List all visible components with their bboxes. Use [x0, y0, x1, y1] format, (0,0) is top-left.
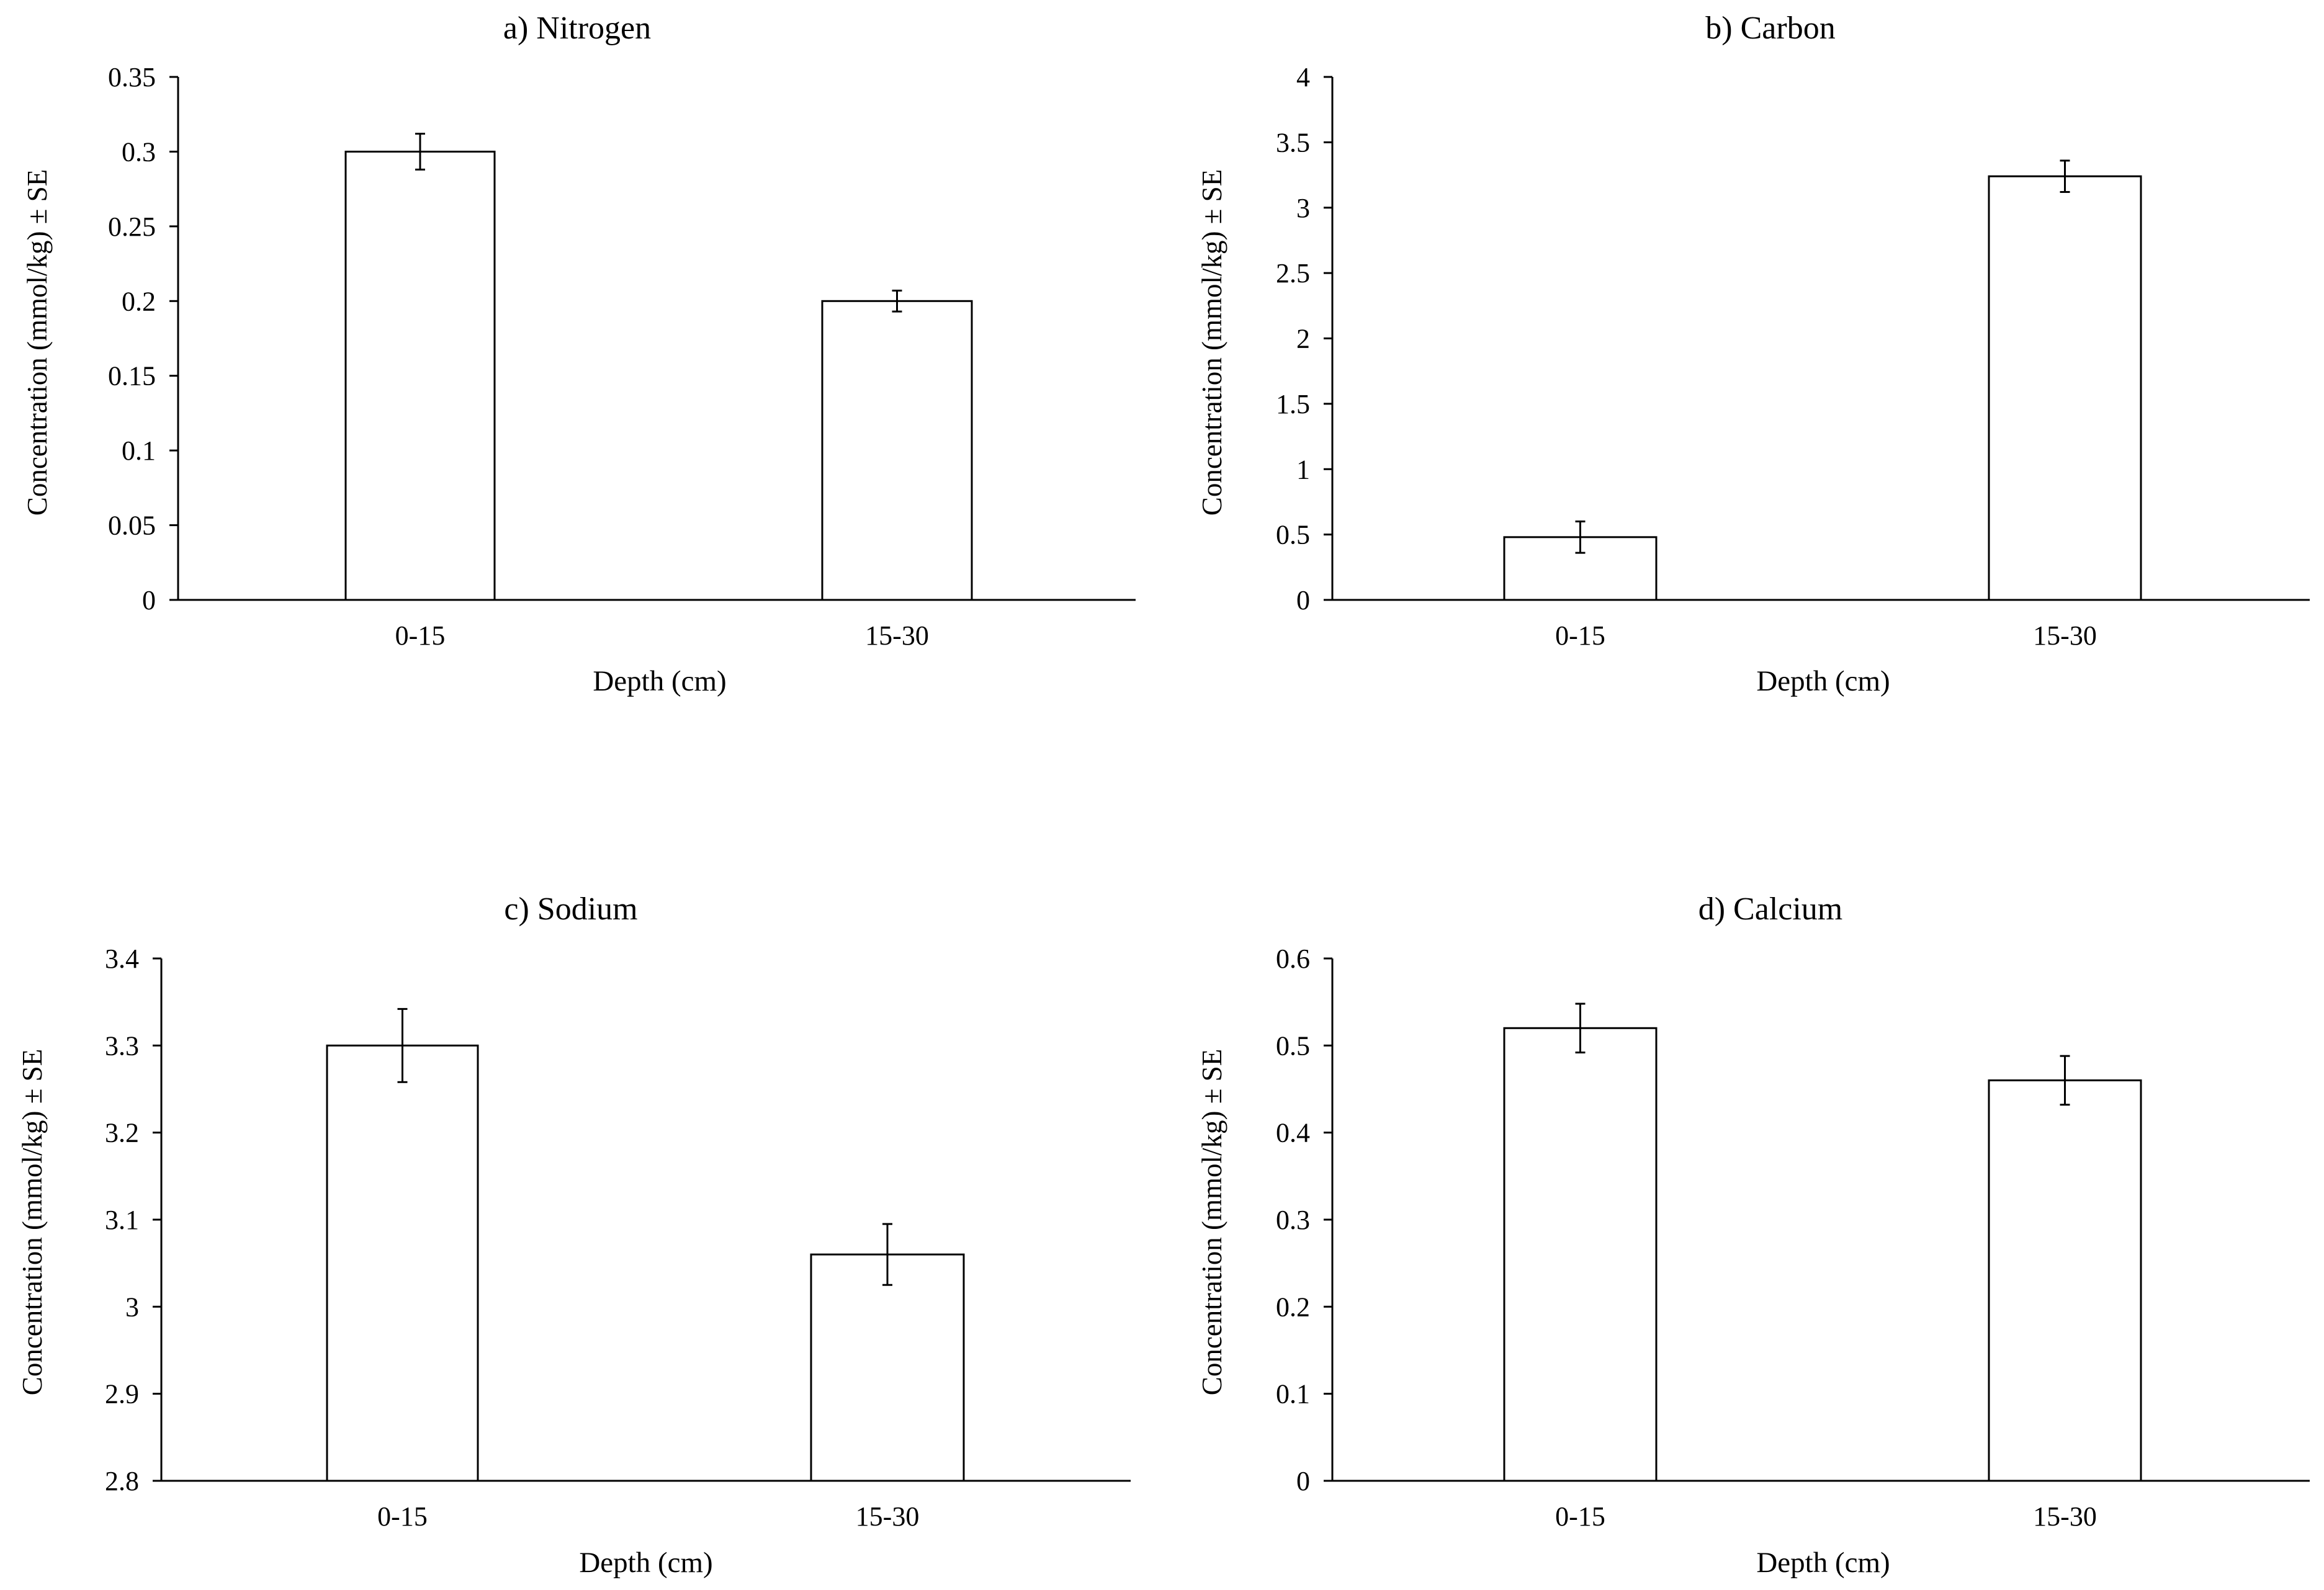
y-tick-label: 0.4 [1276, 1118, 1310, 1148]
bar [1988, 175, 2142, 601]
y-tick-label: 0.5 [1276, 1030, 1310, 1061]
y-tick-label: 1 [1296, 454, 1310, 485]
x-tick-label: 0-15 [395, 620, 446, 651]
y-axis-label: Concentration (mmol/kg) ± SE [22, 169, 53, 516]
y-tick-label: 0.15 [108, 361, 156, 391]
bar [1988, 1079, 2142, 1482]
bar [344, 150, 496, 601]
bar [810, 1253, 965, 1482]
y-tick-label: 0 [1296, 585, 1310, 615]
y-tick-label: 0.35 [108, 62, 156, 92]
plot-area: 0 0.5 1 1.5 2 2.5 3 3.5 4 0-15 15-30 [1276, 62, 2310, 651]
panel-title: a) Nitrogen [503, 11, 651, 46]
y-tick-label: 1.5 [1276, 389, 1310, 419]
panel-title: c) Sodium [504, 891, 637, 927]
panel-carbon: b) Carbon Concentration (mmol/kg) ± SE D… [1196, 11, 2310, 697]
y-tick-label: 2 [1296, 324, 1310, 354]
x-tick-label: 0-15 [1555, 1501, 1605, 1532]
y-axis-label: Concentration (mmol/kg) ± SE [1196, 1049, 1227, 1395]
y-tick-label: 0.6 [1276, 944, 1310, 974]
x-tick-label: 15-30 [2033, 1501, 2097, 1532]
y-tick-label: 3.1 [105, 1205, 139, 1235]
y-tick-label: 0.2 [1276, 1292, 1310, 1322]
x-axis-label: Depth (cm) [1756, 665, 1890, 697]
y-tick-label: 0 [142, 585, 156, 615]
y-tick-label: 0 [1296, 1466, 1310, 1496]
y-axis-label: Concentration (mmol/kg) ± SE [17, 1049, 48, 1395]
y-tick-label: 0.1 [1276, 1379, 1310, 1409]
plot-area: 0 0.1 0.2 0.3 0.4 0.5 0.6 0-15 15-30 [1276, 944, 2310, 1532]
x-tick-label: 15-30 [2033, 620, 2097, 651]
panel-title: d) Calcium [1698, 891, 1843, 927]
y-tick-label: 2.8 [105, 1466, 139, 1496]
x-axis-label: Depth (cm) [579, 1547, 712, 1579]
y-axis-label: Concentration (mmol/kg) ± SE [1196, 169, 1227, 516]
bar [326, 1044, 479, 1482]
y-tick-label: 3 [125, 1292, 139, 1322]
y-tick-label: 3.2 [105, 1118, 139, 1148]
x-tick-label: 0-15 [377, 1501, 428, 1532]
y-tick-label: 0.05 [108, 511, 156, 541]
y-tick-label: 3.4 [105, 944, 139, 974]
y-tick-label: 0.2 [122, 286, 156, 316]
y-tick-label: 0.1 [122, 435, 156, 466]
x-tick-label: 15-30 [865, 620, 929, 651]
y-tick-label: 0.3 [122, 136, 156, 167]
y-tick-label: 2.5 [1276, 258, 1310, 288]
x-axis-label: Depth (cm) [593, 665, 726, 697]
bar [1503, 1027, 1658, 1482]
x-tick-label: 15-30 [856, 1501, 920, 1532]
y-tick-label: 2.9 [105, 1379, 139, 1409]
x-tick-label: 0-15 [1555, 620, 1605, 651]
y-tick-label: 0.3 [1276, 1205, 1310, 1235]
panel-sodium: c) Sodium Concentration (mmol/kg) ± SE D… [17, 891, 1131, 1579]
x-axis-label: Depth (cm) [1756, 1547, 1890, 1579]
y-tick-label: 3 [1296, 193, 1310, 223]
panel-title: b) Carbon [1705, 11, 1835, 46]
panel-nitrogen: a) Nitrogen Concentration (mmol/kg) ± SE… [22, 11, 1136, 697]
bar [821, 300, 973, 601]
y-tick-label: 3.3 [105, 1030, 139, 1061]
y-tick-label: 0.25 [108, 212, 156, 242]
plot-area: 2.8 2.9 3 3.1 3.2 3.3 3.4 0-15 15-30 [105, 944, 1131, 1532]
y-tick-label: 0.5 [1276, 520, 1310, 550]
plot-area: 0 0.05 0.1 0.15 0.2 0.25 0.3 0.35 0-15 15-30 [108, 62, 1136, 651]
panel-calcium: d) Calcium Concentration (mmol/kg) ± SE … [1196, 891, 2310, 1579]
y-tick-label: 4 [1296, 62, 1310, 92]
y-tick-label: 3.5 [1276, 127, 1310, 158]
